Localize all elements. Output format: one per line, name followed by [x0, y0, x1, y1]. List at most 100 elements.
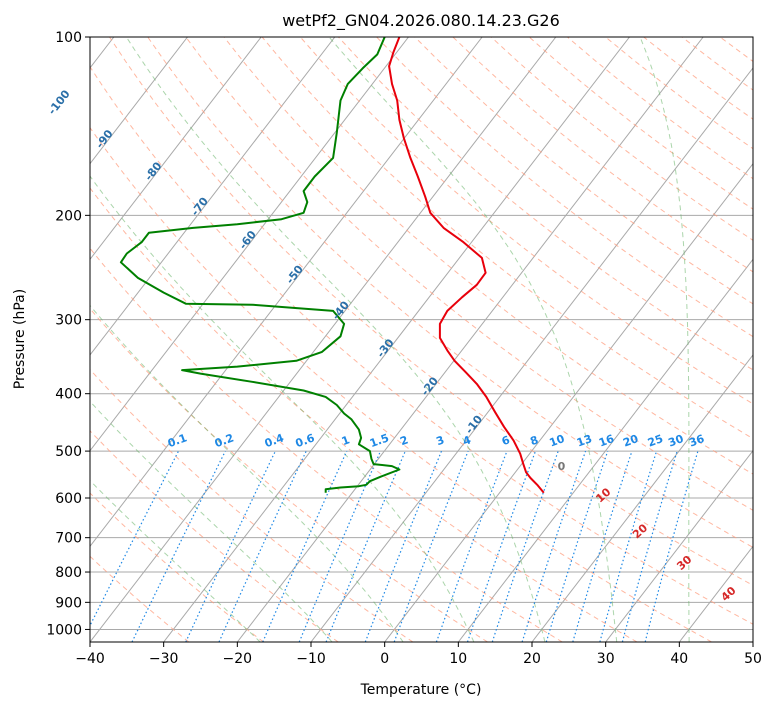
isotherm-line: [531, 354, 753, 642]
mixing-ratio-line: [545, 450, 609, 642]
y-tick-label: 400: [55, 387, 82, 403]
mixing-ratio-label: 6: [500, 433, 512, 448]
mixing-ratio-label: 0.6: [294, 431, 317, 450]
isotherm-label: -20: [419, 374, 442, 398]
moist-adiabat-line: [328, 37, 618, 642]
dry-adiabat-line: [90, 430, 339, 642]
dry-adiabat-line: [90, 368, 414, 642]
line-labels: 0.1 0.2 0.4 0.6 1 1.5 2 3 4 6 8 10 13 16 20 25 30 36-100-…: [46, 87, 739, 604]
dry-adiabat-line: [90, 247, 563, 642]
temperature-line: [388, 37, 545, 494]
mixing-ratio-line: [298, 450, 382, 642]
dry-adiabat-line: [90, 126, 712, 642]
plot-frame: [89, 36, 754, 643]
x-tick-label: 0: [380, 651, 389, 667]
isotherm-line: [310, 67, 753, 642]
isotherm-line: [678, 545, 753, 642]
dry-adiabat-line: [90, 187, 638, 642]
x-tick-label: 50: [744, 651, 762, 667]
isotherm-line: [605, 449, 753, 642]
lcl-label: 0: [558, 460, 566, 473]
dry-adiabat-line: [299, 37, 753, 405]
isotherm-label: -60: [237, 228, 260, 252]
moist-adiabat-line: [639, 37, 690, 642]
x-tick-label: −30: [149, 651, 179, 667]
isotherm-label: -90: [93, 127, 116, 151]
mixing-ratio-label: 36: [687, 432, 706, 450]
x-tick-label: −40: [75, 651, 105, 667]
mixing-ratio-label: 20: [621, 432, 640, 450]
y-tick-label: 300: [55, 313, 82, 329]
dry-adiabat-line: [147, 37, 753, 548]
y-tick-label: 500: [55, 444, 82, 460]
chart-title: wetPf2_GN04.2026.080.14.23.G26: [282, 11, 560, 31]
x-axis-label: Temperature (°C): [360, 682, 482, 698]
dry-adiabat-line: [528, 37, 753, 210]
mixing-ratio-label: 30: [666, 432, 685, 450]
dry-adiabat-line: [376, 37, 753, 338]
mixing-ratio-label: 1.5: [368, 431, 391, 450]
isotherm-line: [752, 641, 753, 642]
mixing-ratio-label: 1: [340, 433, 352, 448]
mixing-ratio-label: 8: [528, 433, 540, 448]
moist-adiabat-line: [90, 479, 261, 642]
dry-adiabat-line: [643, 37, 753, 120]
mixing-ratio-line: [521, 450, 587, 642]
x-tick-label: 20: [523, 651, 541, 667]
dewpoint-line: [119, 37, 401, 493]
isotherm-label: -10: [463, 413, 486, 437]
isotherm-line: [163, 37, 630, 642]
series-layer: [119, 37, 545, 494]
isotherm-line: [90, 37, 336, 356]
x-tick-label: −10: [296, 651, 326, 667]
isotherm-line: [384, 162, 753, 642]
y-tick-label: 700: [55, 531, 82, 547]
y-tick-label: 100: [55, 30, 82, 46]
moist-adiabat-line: [90, 304, 404, 642]
moist-adiabat-line: [762, 37, 775, 642]
isotherm-line: [457, 258, 753, 642]
isotherm-line: [236, 37, 704, 642]
dry-adiabat-line: [261, 37, 753, 440]
isotherm-label: -40: [330, 298, 353, 322]
y-tick-label: 600: [55, 491, 82, 507]
mixing-ratio-line: [393, 450, 469, 642]
y-tick-label: 900: [55, 595, 82, 611]
isotherm-line: [90, 37, 409, 452]
axes: −40 −30 −20 −10 0 10 20 30 40 5010020030040050060…: [46, 30, 762, 667]
x-tick-label: 40: [670, 651, 688, 667]
dry-adiabat-line: [758, 37, 775, 642]
mixing-ratio-label: 16: [597, 432, 616, 450]
moist-adiabat-line: [90, 400, 333, 642]
isotherm-label: -50: [284, 263, 307, 287]
dry-adiabat-label: 30: [674, 553, 694, 573]
mixing-ratio-line: [262, 450, 348, 642]
x-tick-label: 30: [597, 651, 615, 667]
mixing-ratio-label: 0.2: [213, 431, 236, 450]
mixing-ratio-line: [621, 450, 678, 642]
y-tick-label: 1000: [46, 622, 82, 638]
x-tick-label: 10: [449, 651, 467, 667]
mixing-ratio-line: [90, 450, 180, 628]
dry-adiabat-line: [681, 37, 753, 91]
dry-adiabat-line: [90, 65, 753, 625]
isotherm-line: [90, 37, 262, 261]
mixing-ratio-label: 0.1: [166, 431, 189, 450]
mixing-ratio-line: [435, 450, 508, 642]
mixing-ratio-line: [644, 450, 699, 642]
mixing-ratio-label: 3: [434, 433, 446, 448]
mixing-ratio-line: [599, 450, 658, 642]
mixing-ratio-line: [491, 450, 559, 642]
mixing-ratio-label: 25: [646, 432, 665, 449]
isotherm-label: -30: [374, 336, 397, 360]
y-axis-label: Pressure (hPa): [12, 289, 28, 389]
dry-adiabat-line: [567, 37, 753, 180]
dry-adiabat-line: [719, 37, 753, 63]
mixing-ratio-line: [364, 450, 443, 642]
mixing-ratio-line: [325, 450, 406, 642]
isotherm-label: -100: [46, 87, 73, 117]
dry-adiabat-line: [90, 307, 488, 642]
dry-adiabat-line: [452, 37, 753, 273]
mixing-ratio-label: 0.4: [263, 431, 286, 450]
